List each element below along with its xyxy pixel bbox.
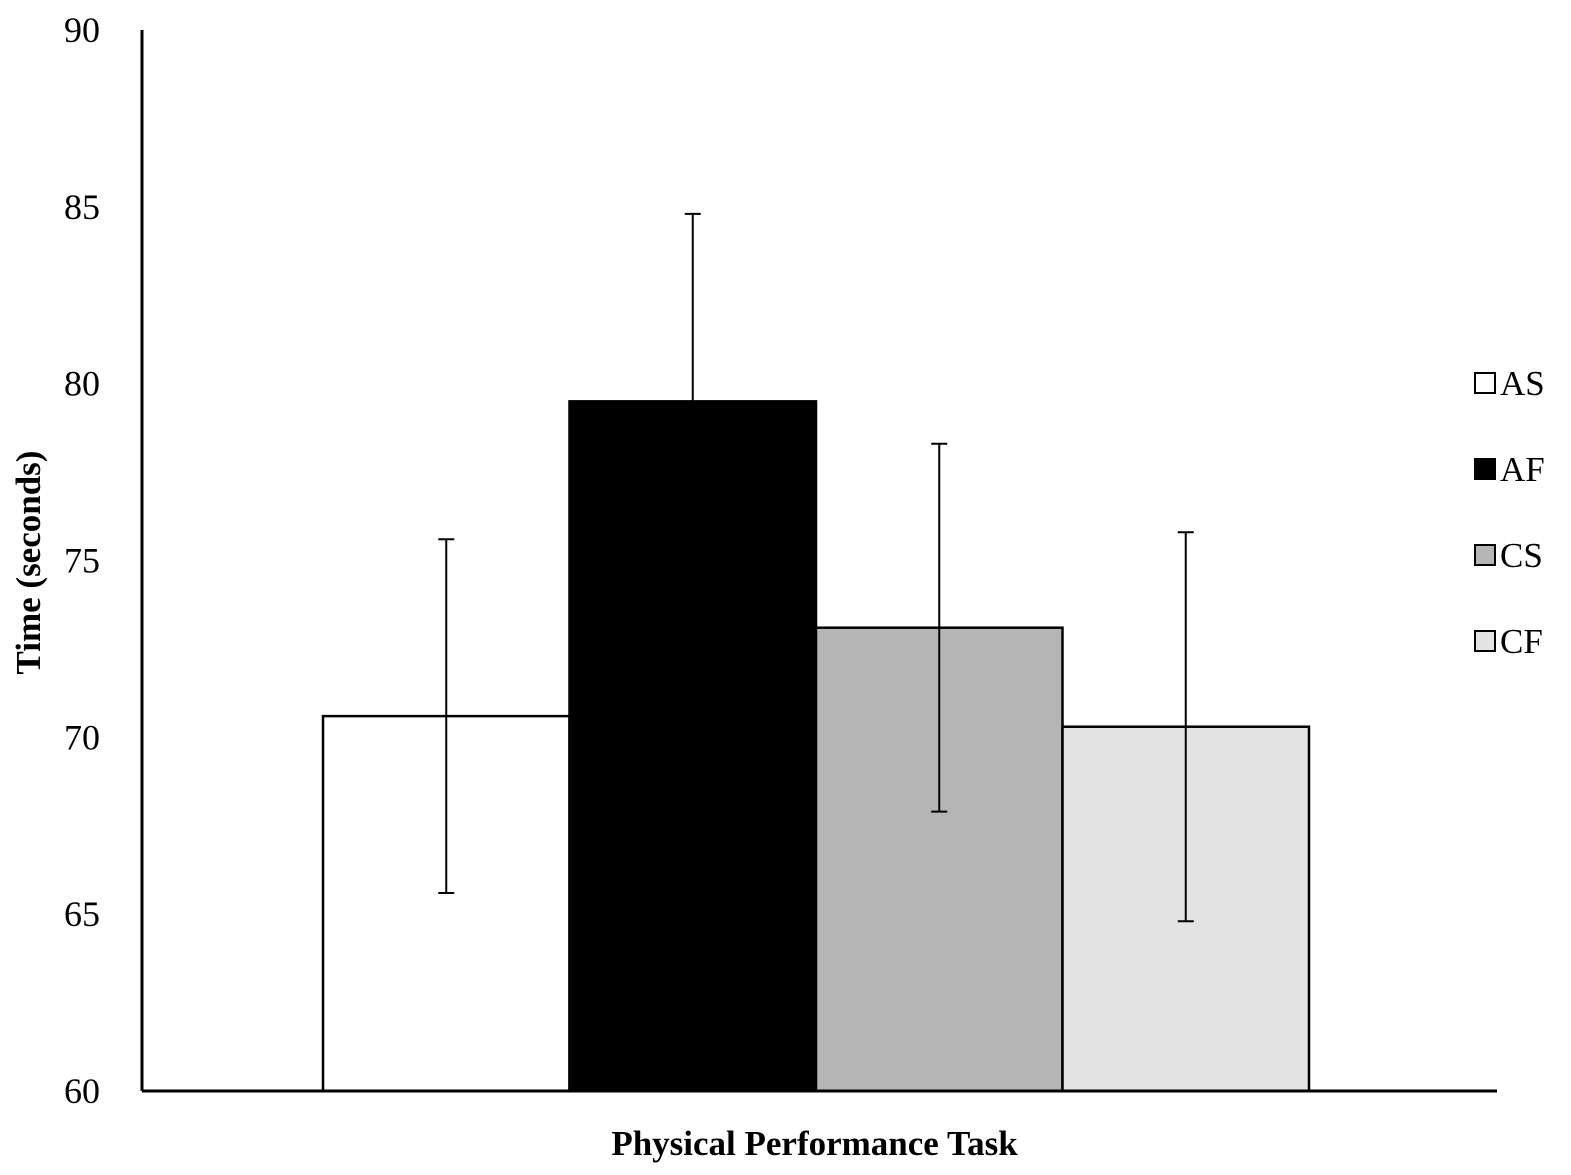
y-tick-label-90: 90 — [64, 10, 100, 50]
y-tick-label-75: 75 — [64, 541, 100, 581]
error-bar-cf — [1177, 531, 1194, 923]
legend-item-af: AF — [1474, 450, 1545, 489]
y-tick-label-70: 70 — [64, 717, 100, 757]
y-tick-label-80: 80 — [64, 364, 100, 404]
legend-item-as: AS — [1474, 364, 1545, 403]
error-bar-af — [684, 212, 701, 590]
y-tick-label-65: 65 — [64, 894, 100, 934]
legend-label-cs: CS — [1500, 536, 1543, 575]
error-bar-cs — [931, 442, 948, 813]
legend-label-as: AS — [1500, 364, 1545, 403]
legend-swatch-cf — [1474, 630, 1496, 652]
error-bars-group — [438, 212, 1194, 923]
legend-swatch-as — [1474, 372, 1496, 394]
legend-label-cf: CF — [1500, 622, 1543, 661]
error-bar-as — [438, 538, 455, 894]
legend: AS AF CS CF — [1474, 364, 1545, 661]
y-tick-label-60: 60 — [64, 1071, 100, 1111]
y-tick-label-85: 85 — [64, 187, 100, 227]
legend-label-af: AF — [1500, 450, 1545, 489]
legend-swatch-af — [1474, 458, 1496, 480]
y-tick-labels: 60 65 70 75 80 85 90 — [64, 10, 100, 1111]
legend-item-cs: CS — [1474, 536, 1543, 575]
bars-group — [321, 400, 1311, 1093]
y-axis-title: Time (seconds) — [9, 451, 48, 675]
x-axis-title: Physical Performance Task — [611, 1124, 1018, 1163]
legend-item-cf: CF — [1474, 622, 1543, 661]
legend-swatch-cs — [1474, 544, 1496, 566]
